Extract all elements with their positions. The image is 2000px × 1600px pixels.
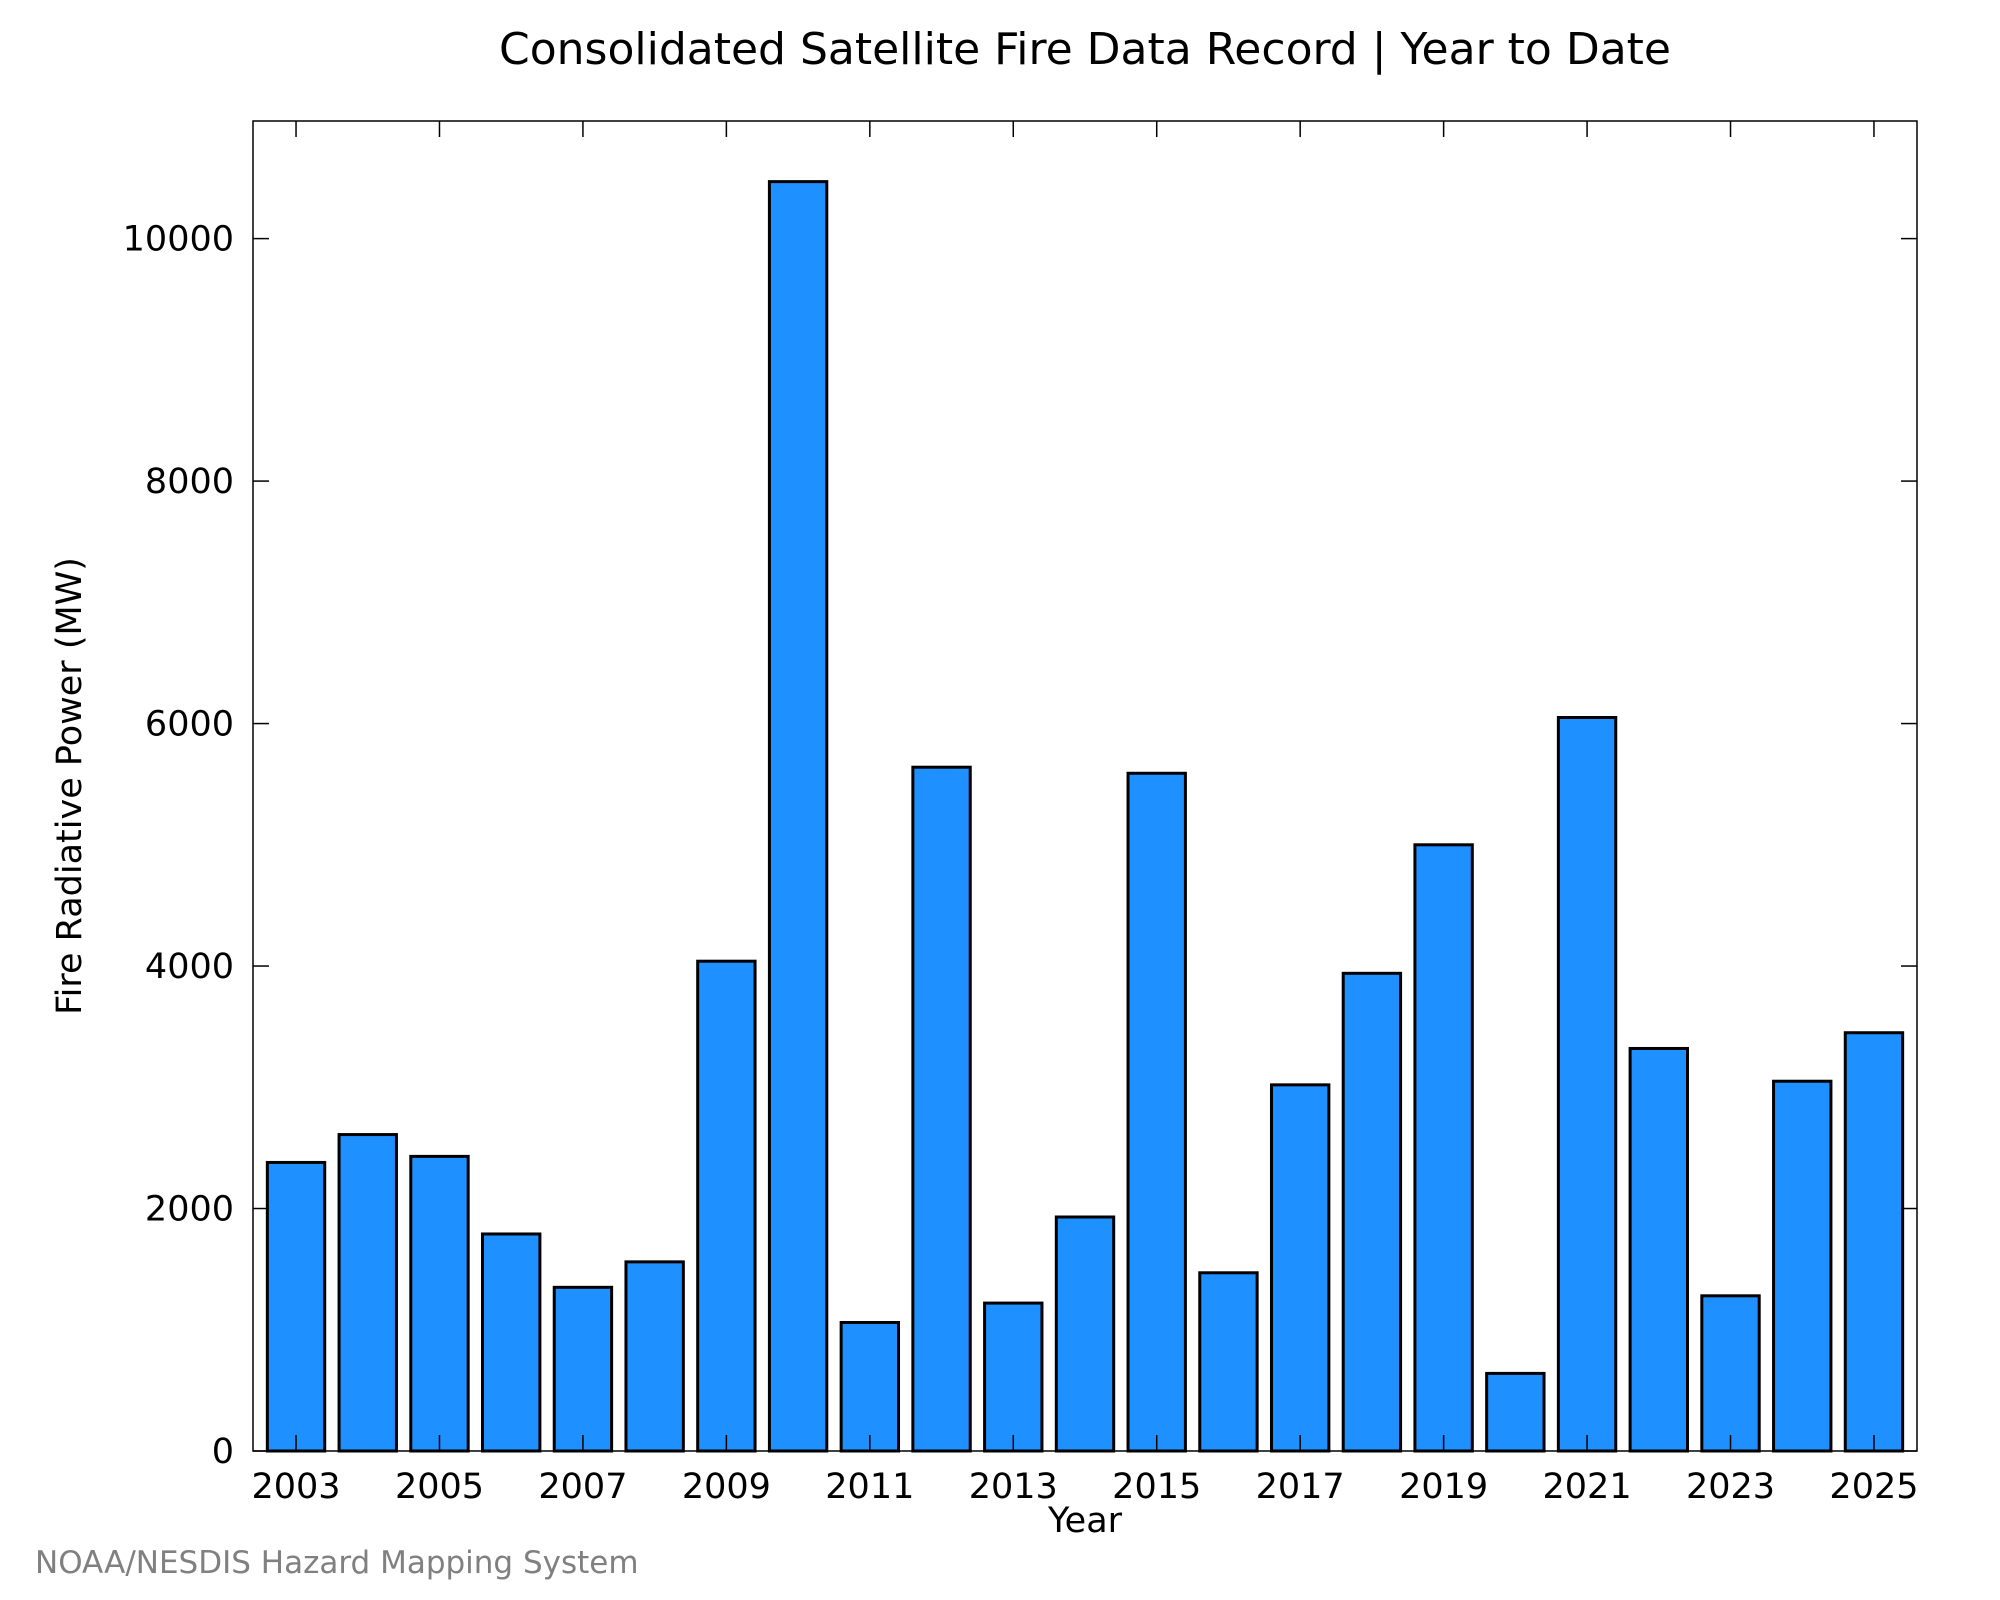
chart-title: Consolidated Satellite Fire Data Record … — [499, 24, 1671, 75]
x-tick-label-2019: 2019 — [1399, 1467, 1488, 1507]
bar-2011 — [839, 1320, 901, 1453]
bar-2023 — [1700, 1294, 1761, 1453]
bar-2016 — [1198, 1271, 1259, 1453]
bar-2004 — [337, 1133, 398, 1453]
bar-2005 — [409, 1154, 470, 1453]
x-tick-label-2017: 2017 — [1256, 1467, 1345, 1507]
bar-2021 — [1556, 715, 1618, 1453]
y-tick-label-10000: 10000 — [123, 220, 234, 260]
bar-2009 — [696, 959, 757, 1453]
bar-2020 — [1485, 1371, 1546, 1453]
y-axis-tick-labels: 0 2000 4000 6000 8000 10000 — [123, 220, 234, 1472]
bar-2010 — [767, 180, 829, 1453]
axis-ticks — [253, 121, 1917, 1452]
x-tick-label-2007: 2007 — [538, 1467, 627, 1507]
y-tick-label-2000: 2000 — [145, 1190, 234, 1230]
x-tick-label-2005: 2005 — [395, 1467, 484, 1507]
source-credit: NOAA/NESDIS Hazard Mapping System — [35, 1545, 639, 1581]
x-axis-label: Year — [1047, 1501, 1123, 1541]
bar-2015 — [1126, 771, 1187, 1453]
bar-2007 — [552, 1285, 614, 1453]
bar-2008 — [624, 1260, 685, 1453]
plot-frame — [252, 120, 1918, 1452]
bar-series — [265, 180, 1905, 1453]
bar-2014 — [1054, 1215, 1116, 1453]
x-tick-label-2021: 2021 — [1543, 1467, 1632, 1507]
x-tick-label-2009: 2009 — [682, 1467, 771, 1507]
x-tick-label-2013: 2013 — [969, 1467, 1058, 1507]
bar-2013 — [983, 1301, 1044, 1453]
x-tick-label-2015: 2015 — [1112, 1467, 1201, 1507]
x-axis-tick-labels: 2003 2005 2007 2009 2011 2013 2015 2017 2019 2021… — [251, 1467, 1918, 1507]
bar-2019 — [1413, 843, 1474, 1453]
bar-2006 — [481, 1232, 542, 1453]
y-tick-label-6000: 6000 — [145, 705, 234, 745]
y-tick-label-4000: 4000 — [145, 947, 234, 987]
bar-2018 — [1341, 971, 1403, 1453]
x-tick-label-2011: 2011 — [825, 1467, 914, 1507]
x-tick-label-2025: 2025 — [1829, 1467, 1918, 1507]
bar-2025 — [1843, 1031, 1905, 1453]
x-tick-label-2003: 2003 — [251, 1467, 340, 1507]
bar-2024 — [1772, 1079, 1833, 1453]
bar-2017 — [1269, 1083, 1331, 1453]
y-tick-label-8000: 8000 — [145, 462, 234, 502]
x-tick-label-2023: 2023 — [1686, 1467, 1775, 1507]
bar-2022 — [1628, 1046, 1689, 1453]
y-axis-label: Fire Radiative Power (MW) — [50, 557, 90, 1015]
bar-2012 — [911, 765, 972, 1453]
bar-2003 — [265, 1160, 327, 1453]
y-tick-label-0: 0 — [212, 1432, 234, 1472]
